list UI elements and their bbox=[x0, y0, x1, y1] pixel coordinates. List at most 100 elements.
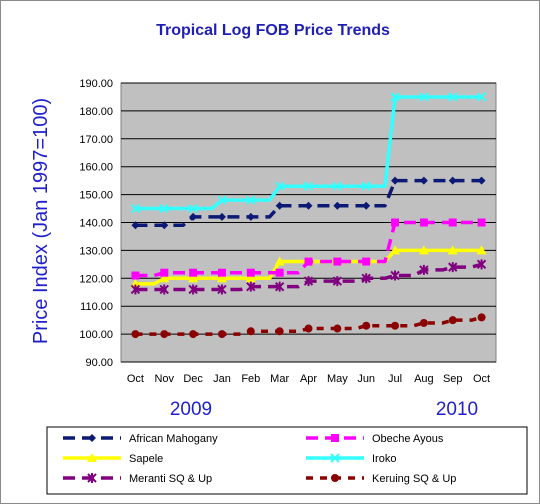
data-point bbox=[448, 218, 457, 227]
data-point bbox=[419, 92, 429, 102]
x-tick-label: Feb bbox=[241, 373, 260, 385]
year-label-2009: 2009 bbox=[170, 399, 212, 420]
data-point bbox=[188, 203, 198, 214]
x-tick-label: Aug bbox=[414, 373, 434, 385]
data-point bbox=[448, 316, 457, 325]
y-tick-labels: 90.00 100.00 110.00 120.00 130.00 140.00 150.0… bbox=[79, 78, 113, 369]
series-obeche-ayous bbox=[131, 218, 486, 280]
data-point bbox=[275, 327, 284, 336]
data-point bbox=[274, 281, 285, 292]
data-point bbox=[188, 273, 199, 283]
legend-label: Keruing SQ & Up bbox=[372, 473, 456, 485]
data-point bbox=[331, 434, 339, 442]
y-tick-label: 110.00 bbox=[80, 301, 113, 313]
year-label-2010: 2010 bbox=[436, 399, 478, 420]
data-point bbox=[332, 276, 343, 287]
data-point bbox=[362, 201, 371, 210]
data-point bbox=[390, 245, 401, 255]
data-point bbox=[246, 195, 256, 205]
series-lines bbox=[130, 92, 487, 339]
data-point bbox=[333, 324, 342, 333]
legend-item: Obeche Ayous bbox=[306, 433, 444, 445]
series-line bbox=[135, 248, 482, 286]
y-tick-label: 180.00 bbox=[79, 106, 113, 118]
data-point bbox=[447, 245, 458, 255]
data-point bbox=[361, 181, 371, 191]
x-tick-label: Oct bbox=[473, 373, 490, 385]
data-point bbox=[419, 176, 428, 185]
x-tick-label: Jan bbox=[213, 373, 231, 385]
y-tick-label: 100.00 bbox=[79, 329, 113, 341]
data-point bbox=[419, 218, 428, 227]
data-point bbox=[304, 257, 313, 266]
data-point bbox=[274, 181, 285, 191]
data-point bbox=[390, 92, 400, 102]
data-point bbox=[477, 176, 486, 185]
data-point bbox=[188, 284, 198, 295]
data-point bbox=[217, 195, 227, 205]
data-point bbox=[159, 203, 169, 214]
x-tick-label: Oct bbox=[127, 373, 144, 385]
legend-label: Iroko bbox=[372, 453, 396, 465]
x-tick-label: Nov bbox=[154, 373, 174, 385]
x-tick-label: Jun bbox=[357, 373, 375, 385]
data-point bbox=[362, 321, 371, 330]
data-point bbox=[275, 268, 284, 277]
series-iroko bbox=[130, 92, 487, 214]
series-meranti-sq-up bbox=[130, 259, 487, 295]
data-point bbox=[189, 330, 198, 339]
data-point bbox=[160, 330, 169, 339]
y-tick-label: 140.00 bbox=[79, 218, 113, 230]
legend: African Mahogany Obeche Ayous Sapele Iroko M… bbox=[63, 433, 456, 485]
x-tick-label: Jul bbox=[388, 373, 402, 385]
data-point bbox=[131, 271, 140, 280]
legend-item: Sapele bbox=[63, 453, 163, 465]
data-point bbox=[216, 273, 227, 283]
data-point bbox=[362, 257, 371, 266]
legend-item: Meranti SQ & Up bbox=[63, 473, 212, 485]
data-point bbox=[217, 330, 226, 339]
x-tick-label: Dec bbox=[183, 373, 203, 385]
data-point bbox=[477, 218, 486, 227]
series-line bbox=[135, 95, 482, 211]
data-point bbox=[391, 218, 400, 227]
data-point bbox=[391, 321, 400, 330]
y-tick-label: 160.00 bbox=[79, 162, 113, 174]
data-point bbox=[130, 284, 141, 295]
data-point bbox=[160, 268, 169, 277]
data-point bbox=[160, 221, 169, 230]
data-point bbox=[217, 212, 226, 221]
data-point bbox=[159, 273, 170, 283]
data-point bbox=[130, 203, 141, 214]
data-point bbox=[246, 268, 255, 277]
x-tick-label: Mar bbox=[270, 373, 289, 385]
data-point bbox=[333, 201, 342, 210]
y-tick-label: 150.00 bbox=[79, 190, 113, 202]
chart-title: Tropical Log FOB Price Trends bbox=[156, 22, 390, 39]
legend-item: Keruing SQ & Up bbox=[306, 473, 456, 485]
legend-item: Iroko bbox=[306, 453, 396, 465]
data-point bbox=[304, 201, 313, 210]
data-point bbox=[448, 176, 457, 185]
data-point bbox=[476, 245, 487, 255]
data-point bbox=[245, 273, 256, 283]
data-point bbox=[390, 270, 400, 281]
data-point bbox=[330, 453, 340, 463]
legend-label: African Mahogany bbox=[129, 433, 218, 445]
data-point bbox=[246, 281, 256, 292]
data-point bbox=[189, 212, 198, 221]
data-point bbox=[419, 318, 428, 327]
data-point bbox=[131, 330, 140, 339]
legend-box bbox=[46, 426, 528, 495]
data-point bbox=[476, 259, 487, 270]
y-tick-label: 90.00 bbox=[85, 357, 113, 369]
data-point bbox=[88, 434, 96, 442]
data-point bbox=[333, 257, 342, 266]
series-keruing-sq-up bbox=[131, 313, 486, 339]
data-point bbox=[448, 262, 458, 273]
data-point bbox=[332, 181, 343, 191]
x-tick-label: Sep bbox=[443, 373, 463, 385]
data-point bbox=[246, 327, 255, 336]
